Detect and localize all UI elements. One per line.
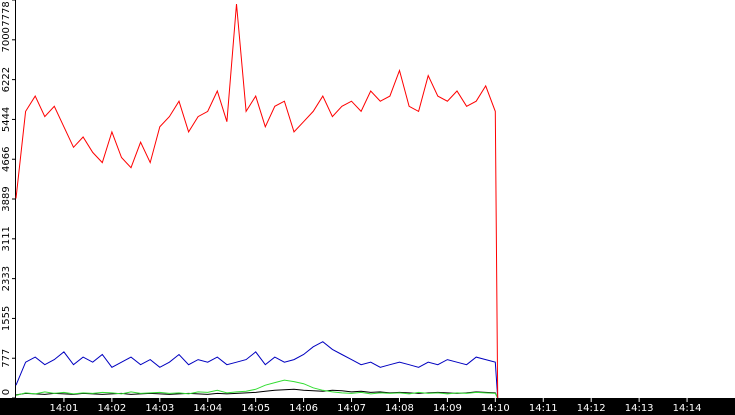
series-line <box>15 341 499 399</box>
x-tick-label: 14:01 <box>50 403 79 414</box>
y-tick-label: 2333 <box>1 266 12 291</box>
x-tick-label: 14:03 <box>145 403 174 414</box>
y-tick-label: 4666 <box>1 147 12 172</box>
x-tick-label: 14:02 <box>97 403 126 414</box>
y-tick-label: 3889 <box>1 186 12 211</box>
y-tick-label: 0 <box>1 389 12 395</box>
x-tick-label: 14:13 <box>625 403 654 414</box>
x-tick-label: 14:06 <box>289 403 318 414</box>
x-tick-label: 14:08 <box>385 403 414 414</box>
series-line <box>15 3 499 399</box>
y-tick-label: 1555 <box>1 306 12 331</box>
y-tick-label: 3111 <box>1 226 12 251</box>
x-tick-label: 14:05 <box>241 403 270 414</box>
y-tick-label: 777 <box>1 349 12 368</box>
x-tick-label: 14:12 <box>577 403 606 414</box>
y-tick-label: 7778 <box>1 1 12 26</box>
x-tick-label: 14:14 <box>673 403 702 414</box>
y-tick-label: 5444 <box>1 107 12 132</box>
y-tick-label: 7000 <box>1 27 12 52</box>
x-tick-label: 14:10 <box>481 403 510 414</box>
y-tick-label: 6222 <box>1 67 12 92</box>
x-tick-label: 14:04 <box>193 403 222 414</box>
x-tick-label: 14:11 <box>529 403 558 414</box>
x-tick-label: 14:09 <box>433 403 462 414</box>
series-line <box>15 379 499 399</box>
x-axis-band <box>0 398 735 415</box>
x-tick-label: 14:07 <box>337 403 366 414</box>
